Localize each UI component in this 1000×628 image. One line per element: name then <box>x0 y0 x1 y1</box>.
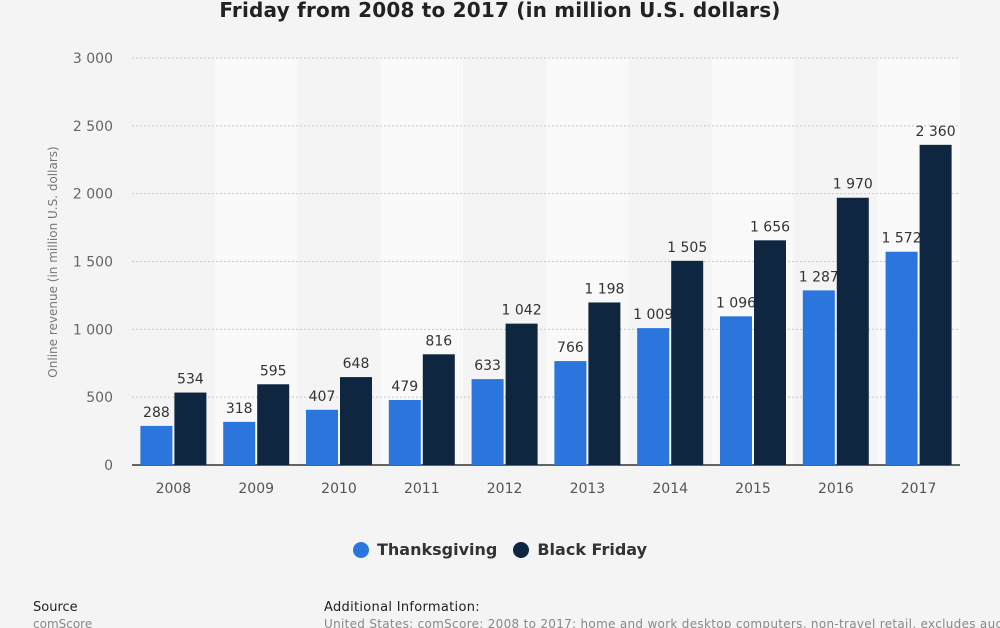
data-label: 318 <box>226 401 253 417</box>
x-tick-label: 2015 <box>735 481 771 497</box>
data-label: 633 <box>474 358 501 374</box>
data-label: 1 042 <box>502 303 542 319</box>
x-tick-label: 2009 <box>238 481 274 497</box>
legend: Thanksgiving Black Friday <box>0 540 1000 559</box>
bar-thanksgiving <box>306 409 338 465</box>
data-label: 1 505 <box>667 240 707 256</box>
bar-thanksgiving <box>471 379 504 465</box>
y-tick-label: 3 000 <box>73 51 113 67</box>
x-tick-label: 2008 <box>156 481 192 497</box>
bar-black-friday <box>588 302 621 465</box>
footer-additional-info: Additional Information: United States; c… <box>324 600 1000 628</box>
legend-dot-icon <box>353 541 369 558</box>
x-tick-label: 2016 <box>818 481 854 497</box>
legend-label: Thanksgiving <box>377 540 498 559</box>
legend-label: Black Friday <box>537 540 647 559</box>
bar-black-friday <box>671 260 704 465</box>
data-label: 648 <box>343 356 370 372</box>
x-tick-label: 2017 <box>901 481 937 497</box>
data-label: 479 <box>391 379 418 395</box>
bar-thanksgiving <box>554 361 587 465</box>
data-label: 816 <box>425 333 452 349</box>
data-label: 1 656 <box>750 219 790 235</box>
source-label: Source <box>33 600 78 615</box>
data-label: 1 096 <box>716 295 756 311</box>
bar-thanksgiving <box>388 400 421 465</box>
chart-title: Friday from 2008 to 2017 (in million U.S… <box>219 0 781 22</box>
bar-chart: 0 500 1 000 1 500 2 000 2 500 3 000 288 534 2008 3… <box>73 51 960 497</box>
legend-dot-icon <box>513 541 530 558</box>
data-label: 407 <box>309 389 336 405</box>
data-label: 1 198 <box>584 281 624 297</box>
source-value[interactable]: comScore <box>33 617 93 628</box>
bar-black-friday <box>919 144 952 465</box>
bar-thanksgiving <box>720 316 752 465</box>
info-value: United States; comScore; 2008 to 2017; h… <box>324 617 1000 628</box>
data-label: 766 <box>557 340 584 356</box>
bar-black-friday <box>505 323 538 465</box>
y-tick-label: 1 500 <box>73 255 113 271</box>
x-tick-label: 2012 <box>487 481 523 497</box>
legend-item-thanksgiving[interactable]: Thanksgiving <box>353 540 497 559</box>
bar-thanksgiving <box>637 328 670 465</box>
info-label: Additional Information: <box>324 600 480 615</box>
y-tick-label: 2 000 <box>73 187 113 203</box>
footer-source: Source comScore <box>33 600 92 628</box>
bar-thanksgiving <box>885 251 918 465</box>
y-tick-label: 0 <box>104 458 113 474</box>
bar-black-friday <box>422 354 455 465</box>
x-tick-label: 2014 <box>652 481 688 497</box>
x-tick-label: 2010 <box>321 481 357 497</box>
data-label: 1 287 <box>799 269 839 285</box>
bar-thanksgiving <box>140 425 173 465</box>
bar-thanksgiving <box>223 421 256 465</box>
y-tick-label: 2 500 <box>73 119 113 135</box>
bar-black-friday <box>257 384 290 465</box>
bar-black-friday <box>340 377 372 465</box>
data-label: 595 <box>260 363 287 379</box>
data-label: 1 572 <box>882 231 922 247</box>
x-tick-label: 2011 <box>404 481 440 497</box>
x-tick-label: 2013 <box>570 481 606 497</box>
data-label: 288 <box>143 405 170 421</box>
bar-thanksgiving <box>802 290 835 465</box>
bar-black-friday <box>174 392 207 465</box>
legend-item-black-friday[interactable]: Black Friday <box>513 540 647 559</box>
data-label: 1 009 <box>633 307 673 323</box>
data-label: 534 <box>177 372 204 388</box>
data-label: 1 970 <box>833 177 873 193</box>
data-label: 2 360 <box>916 124 956 140</box>
y-tick-label: 1 000 <box>73 322 113 338</box>
bar-black-friday <box>754 240 786 465</box>
bar-black-friday <box>836 197 869 465</box>
y-tick-label: 500 <box>86 390 113 406</box>
